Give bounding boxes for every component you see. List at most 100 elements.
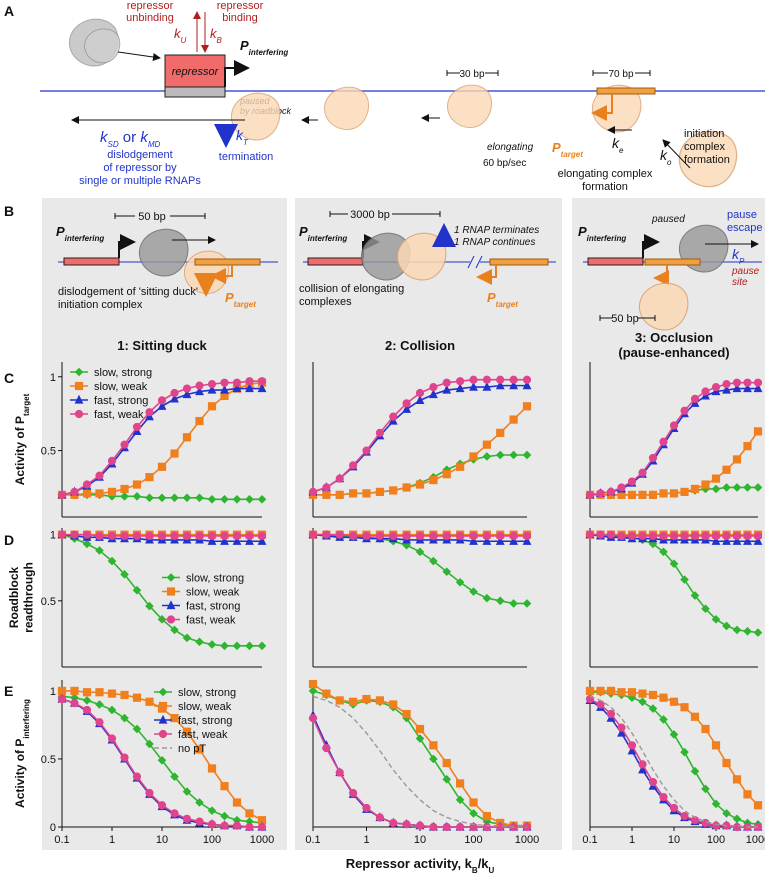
break-mark: [467, 255, 483, 269]
label: of repressor by: [103, 162, 177, 174]
point: [120, 440, 129, 449]
promoter-label: Ptarget: [225, 290, 256, 309]
diagram-a: repressor repressor unbinding repressor …: [40, 0, 765, 193]
point: [170, 493, 179, 503]
label-part: readthrough: [21, 562, 35, 633]
y-tick-label: 1: [50, 372, 56, 384]
legend-label: slow, weak: [94, 381, 148, 393]
legend-label: fast, weak: [186, 615, 236, 627]
point: [522, 599, 532, 608]
label-part: target: [22, 393, 31, 416]
point: [257, 641, 267, 651]
label: collision of elongating: [299, 283, 404, 295]
point: [207, 494, 217, 504]
point: [442, 470, 451, 479]
point: [743, 378, 752, 387]
promoter-label: Ptarget: [552, 140, 583, 159]
legend-marker: [74, 394, 84, 404]
point: [335, 474, 344, 483]
point: [82, 489, 92, 498]
rate-label: kT: [236, 127, 249, 147]
point: [335, 696, 344, 705]
promoter-box: [644, 258, 701, 266]
point: [522, 375, 532, 384]
rnap: [138, 228, 189, 277]
point: [722, 465, 731, 474]
point: [157, 801, 167, 810]
promoter-label: Pinterfering: [56, 224, 104, 243]
point: [638, 760, 647, 769]
point: [245, 641, 254, 651]
point: [182, 384, 192, 393]
arrow: [662, 139, 691, 169]
label: 30 bp: [459, 69, 484, 80]
point: [442, 758, 451, 768]
y-tick-label: 0.5: [41, 596, 56, 608]
label: 3000 bp: [350, 209, 390, 221]
point: [120, 492, 129, 501]
point: [690, 591, 700, 600]
point: [509, 599, 518, 608]
point: [701, 387, 710, 396]
label: 1 RNAP continues: [454, 237, 535, 248]
point: [669, 697, 679, 706]
promoter-arrow: [642, 234, 660, 258]
point: [415, 395, 425, 404]
promoter-arrow: [591, 94, 613, 121]
point: [389, 531, 398, 541]
promoter-arrow: [118, 234, 136, 258]
promoter-box: [596, 87, 656, 95]
point: [182, 531, 192, 541]
point: [245, 383, 254, 393]
point: [220, 782, 229, 791]
point: [95, 688, 104, 697]
point: [145, 788, 154, 798]
point: [469, 798, 478, 807]
point: [456, 377, 465, 386]
point: [509, 375, 518, 384]
point: [522, 531, 532, 541]
point: [753, 378, 763, 387]
point: [245, 377, 254, 386]
legend-marker: [166, 615, 176, 624]
point: [375, 531, 384, 541]
point: [648, 777, 658, 787]
point: [322, 530, 331, 539]
point: [57, 490, 67, 499]
point: [690, 766, 700, 776]
label: pause: [731, 266, 760, 277]
x-tick-label: 10: [156, 834, 168, 846]
promoter-arrow: [476, 265, 497, 285]
point: [157, 493, 167, 503]
point: [132, 422, 142, 432]
point: [389, 486, 398, 495]
legend-label: slow, weak: [186, 587, 240, 599]
point: [753, 427, 763, 436]
point: [522, 536, 532, 545]
point: [207, 402, 217, 411]
point: [596, 700, 605, 709]
point: [669, 803, 679, 813]
label: escape: [727, 222, 762, 234]
point: [627, 688, 637, 697]
point: [349, 489, 358, 498]
point: [482, 812, 491, 821]
legend-marker: [166, 587, 176, 596]
legend-marker: [158, 687, 168, 697]
point: [232, 378, 242, 387]
point: [322, 689, 331, 698]
legend-marker: [74, 409, 84, 419]
point: [753, 628, 763, 637]
point: [120, 531, 129, 541]
point: [669, 559, 679, 569]
point: [145, 697, 154, 706]
point: [509, 536, 519, 545]
point: [482, 593, 492, 603]
point: [606, 487, 616, 497]
point: [753, 383, 763, 393]
point: [182, 814, 192, 823]
point: [182, 389, 192, 399]
point: [107, 487, 117, 497]
point: [207, 531, 217, 541]
